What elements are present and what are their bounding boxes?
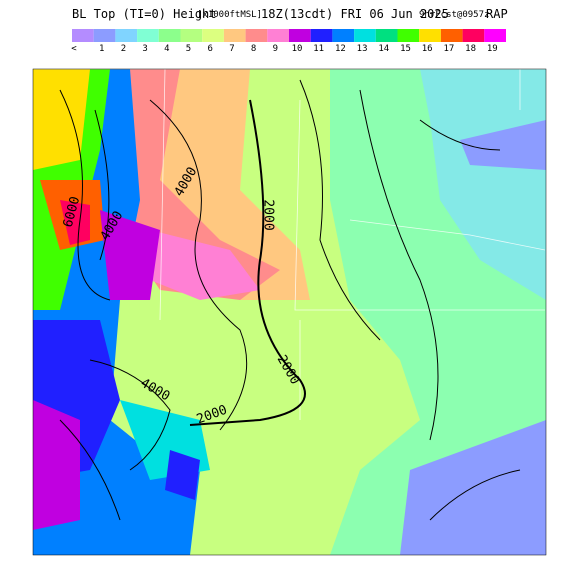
legend-label: 15 xyxy=(400,44,411,54)
legend-label: < xyxy=(71,44,77,54)
title: BL Top (TI=0) Height xyxy=(72,7,217,21)
legend-label: 2 xyxy=(121,44,126,54)
legend-label: 12 xyxy=(335,44,346,54)
legend-label: 13 xyxy=(357,44,368,54)
legend-swatch xyxy=(289,29,311,42)
legend-swatch xyxy=(202,29,224,42)
legend: <1 2 3 4 5 6 7 8 9 10 11 12 13 14 15 16 17 18 19 xyxy=(71,29,506,54)
legend-swatch xyxy=(115,29,138,42)
legend-label: 7 xyxy=(229,44,234,54)
legend-swatch xyxy=(440,29,463,42)
legend-label: 14 xyxy=(378,44,389,54)
legend-label: 10 xyxy=(292,44,303,54)
contour-label: 2000 xyxy=(261,199,276,230)
units: [x1000ftMSL] xyxy=(197,10,262,20)
legend-swatch xyxy=(332,29,355,42)
valid-time: 18Z(13cdt) FRI 06 Jun 2025 xyxy=(261,7,449,21)
legend-swatch xyxy=(180,29,203,42)
legend-label: 17 xyxy=(443,44,454,54)
legend-swatch xyxy=(267,29,289,42)
legend-label: 3 xyxy=(142,44,147,54)
legend-label: 8 xyxy=(251,44,256,54)
legend-swatch xyxy=(397,29,420,42)
legend-swatch xyxy=(354,29,376,42)
legend-label: 6 xyxy=(207,44,212,54)
legend-swatch xyxy=(223,29,246,42)
legend-swatch xyxy=(245,29,268,42)
legend-swatch xyxy=(158,29,181,42)
legend-label: 11 xyxy=(313,44,324,54)
legend-label: 16 xyxy=(422,44,433,54)
legend-swatch xyxy=(484,29,506,42)
legend-label: 19 xyxy=(487,44,498,54)
legend-label: 1 xyxy=(99,44,104,54)
legend-label: 4 xyxy=(164,44,169,54)
forecast: 9hrFcst@0957z xyxy=(419,10,489,20)
legend-swatch xyxy=(310,29,333,42)
model: RAP xyxy=(486,7,508,21)
legend-label: 18 xyxy=(465,44,476,54)
legend-label: 5 xyxy=(186,44,191,54)
legend-swatch xyxy=(462,29,485,42)
legend-swatch xyxy=(375,29,398,42)
legend-swatch xyxy=(419,29,441,42)
legend-swatch xyxy=(93,29,116,42)
legend-swatch xyxy=(72,29,94,42)
legend-swatch xyxy=(137,29,159,42)
legend-label: 9 xyxy=(273,44,278,54)
